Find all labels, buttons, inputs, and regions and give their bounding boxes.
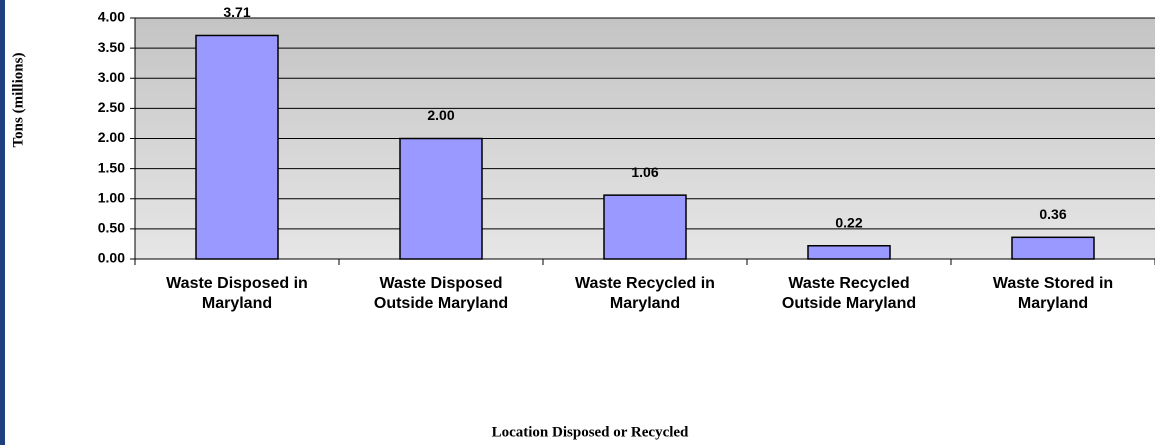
value-label: 3.71 [223,4,250,20]
value-label: 1.06 [631,164,658,180]
bar [195,34,279,260]
side-strip [0,0,5,445]
y-tick-label: 0.00 [98,250,125,266]
y-axis-label: Tons (millions) [10,53,26,148]
y-tick-label: 1.50 [98,159,125,175]
bar [603,194,687,260]
bar [1011,236,1095,260]
y-tick-label: 2.50 [98,99,125,115]
x-tick-label: Waste Disposed in Maryland [166,275,308,312]
x-tick-label: Waste Recycled Outside Maryland [781,275,917,312]
x-tick-label: Waste Disposed Outside Maryland [373,275,509,312]
x-tick-label: Waste Recycled in Maryland [575,275,715,312]
bar [807,244,891,260]
y-tick-label: 0.50 [98,220,125,236]
y-tick-label: 2.00 [98,129,125,145]
y-tick-label: 3.00 [98,69,125,85]
x-axis-label: Location Disposed or Recycled [492,424,689,440]
value-label: 0.22 [835,214,862,230]
y-tick-label: 3.50 [98,39,125,55]
bar [399,137,483,260]
y-tick-label: 4.00 [98,9,125,25]
value-label: 2.00 [427,107,454,123]
x-tick-label: Waste Stored in Maryland [992,275,1114,312]
y-tick-label: 1.00 [98,189,125,205]
value-label: 0.36 [1039,206,1066,222]
